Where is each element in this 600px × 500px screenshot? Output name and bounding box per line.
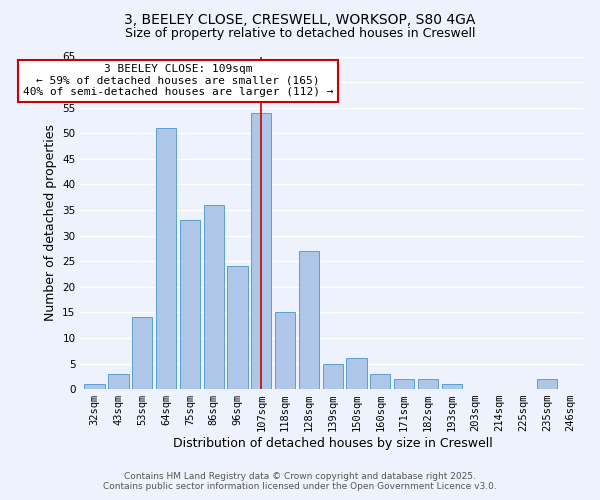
Bar — [251, 113, 271, 389]
Bar — [203, 205, 224, 389]
Bar — [108, 374, 128, 389]
Bar — [323, 364, 343, 389]
Bar — [370, 374, 391, 389]
Bar — [442, 384, 462, 389]
Bar — [156, 128, 176, 389]
Y-axis label: Number of detached properties: Number of detached properties — [44, 124, 56, 322]
Text: Size of property relative to detached houses in Creswell: Size of property relative to detached ho… — [125, 28, 475, 40]
Bar — [227, 266, 248, 389]
Bar — [346, 358, 367, 389]
Bar — [537, 379, 557, 389]
Bar — [85, 384, 105, 389]
Bar — [394, 379, 414, 389]
Text: 3 BEELEY CLOSE: 109sqm
← 59% of detached houses are smaller (165)
40% of semi-de: 3 BEELEY CLOSE: 109sqm ← 59% of detached… — [23, 64, 333, 98]
Bar — [180, 220, 200, 389]
Bar — [132, 318, 152, 389]
Bar — [275, 312, 295, 389]
Text: Contains HM Land Registry data © Crown copyright and database right 2025.
Contai: Contains HM Land Registry data © Crown c… — [103, 472, 497, 491]
Text: 3, BEELEY CLOSE, CRESWELL, WORKSOP, S80 4GA: 3, BEELEY CLOSE, CRESWELL, WORKSOP, S80 … — [124, 12, 476, 26]
Bar — [299, 251, 319, 389]
X-axis label: Distribution of detached houses by size in Creswell: Distribution of detached houses by size … — [173, 437, 493, 450]
Bar — [418, 379, 438, 389]
